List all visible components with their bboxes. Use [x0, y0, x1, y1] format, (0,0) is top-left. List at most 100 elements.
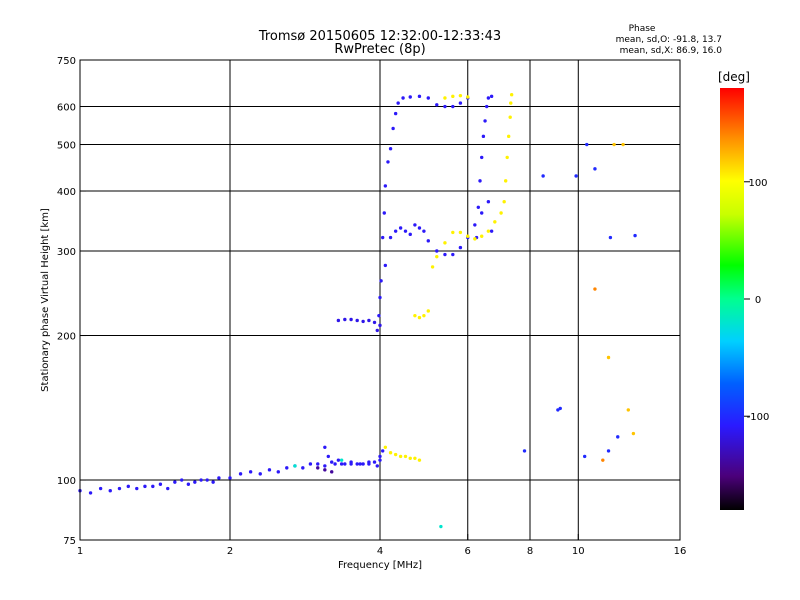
- data-point: [316, 466, 320, 470]
- data-point: [417, 226, 422, 230]
- data-point: [380, 449, 385, 453]
- data-point: [422, 229, 426, 233]
- data-point: [336, 318, 341, 323]
- data-point: [499, 211, 503, 215]
- data-point: [508, 115, 512, 119]
- x-tick-label: 4: [377, 546, 383, 557]
- data-point: [126, 484, 130, 489]
- data-point: [205, 478, 209, 482]
- data-point: [403, 229, 408, 233]
- data-point: [593, 167, 597, 171]
- data-point: [503, 179, 508, 183]
- data-point: [316, 462, 320, 466]
- y-tick-label: 300: [57, 247, 76, 258]
- data-point: [186, 482, 191, 486]
- data-point: [367, 462, 371, 466]
- colorbar-tick-label: 100: [748, 178, 767, 189]
- data-point: [358, 462, 362, 466]
- data-point: [509, 92, 514, 97]
- data-point: [626, 408, 631, 412]
- x-tick-label: 2: [227, 546, 233, 557]
- data-point: [285, 466, 289, 470]
- data-point: [486, 96, 491, 100]
- data-point: [426, 239, 430, 243]
- data-point: [199, 478, 203, 482]
- data-point: [574, 174, 578, 178]
- data-point: [228, 476, 232, 480]
- colorbar-tick-label: 0: [755, 295, 761, 306]
- data-point: [301, 466, 305, 470]
- data-point: [443, 104, 447, 109]
- colorbar-tick-label: -100: [747, 412, 770, 423]
- data-point: [372, 460, 377, 464]
- data-point: [336, 458, 341, 462]
- data-point: [413, 223, 417, 227]
- data-point: [486, 229, 491, 233]
- data-point: [375, 464, 379, 468]
- data-point: [522, 449, 527, 453]
- data-point: [408, 456, 412, 460]
- data-point: [98, 486, 103, 491]
- data-point: [375, 328, 379, 333]
- x-tick-label: 8: [527, 546, 533, 557]
- data-point: [633, 233, 637, 238]
- data-point: [217, 476, 221, 480]
- data-point: [391, 126, 395, 131]
- data-point: [417, 315, 422, 320]
- data-point: [493, 220, 497, 224]
- data-point: [505, 155, 509, 160]
- x-tick-label: 10: [572, 546, 585, 557]
- data-point: [439, 524, 443, 529]
- data-point: [408, 232, 412, 237]
- data-point: [541, 174, 545, 178]
- data-point: [458, 230, 463, 235]
- data-point: [258, 472, 262, 476]
- x-axis-ticks: 1 2 4 6 8 10 16: [77, 534, 687, 557]
- data-point: [361, 462, 365, 466]
- x-axis-label: Frequency [MHz]: [338, 560, 422, 571]
- data-points: [78, 92, 637, 529]
- y-axis-label: Stationary phase Virtual Height [km]: [40, 208, 51, 392]
- data-point: [158, 482, 163, 486]
- y-tick-label: 400: [57, 187, 76, 198]
- data-point: [398, 454, 403, 459]
- data-point: [267, 468, 272, 472]
- data-point: [401, 96, 405, 100]
- y-tick-label: 750: [57, 56, 76, 67]
- data-point: [585, 142, 589, 147]
- data-point: [413, 456, 417, 460]
- data-point: [616, 435, 620, 439]
- data-point: [308, 462, 313, 466]
- data-point: [606, 355, 611, 360]
- phase-stats-o: mean, sd,O: -91.8, 13.7: [616, 35, 722, 45]
- colorbar-ticks: -100 0 100: [744, 178, 769, 423]
- y-tick-label: 100: [57, 476, 76, 487]
- data-point: [509, 101, 513, 105]
- data-point: [451, 252, 455, 257]
- data-point: [361, 319, 365, 324]
- x-tick-label: 16: [674, 546, 687, 557]
- data-point: [276, 470, 280, 474]
- data-point: [478, 179, 482, 183]
- data-point: [211, 480, 215, 484]
- data-point: [383, 184, 388, 188]
- data-point: [349, 462, 353, 466]
- data-point: [466, 234, 470, 238]
- data-point: [480, 211, 484, 215]
- data-point: [355, 462, 359, 466]
- data-point: [631, 431, 636, 436]
- chart-title-line1: Tromsø 20150605 12:32:00-12:33:43: [258, 29, 501, 44]
- data-point: [558, 406, 562, 411]
- data-point: [480, 155, 484, 160]
- data-point: [458, 101, 463, 105]
- data-point: [323, 445, 327, 450]
- data-point: [403, 454, 408, 459]
- data-point: [372, 320, 377, 325]
- data-point: [339, 458, 344, 462]
- data-point: [378, 323, 382, 328]
- data-point: [483, 119, 487, 123]
- data-point: [621, 142, 625, 147]
- colorbar-label: [deg]: [718, 70, 750, 84]
- data-point: [379, 279, 383, 283]
